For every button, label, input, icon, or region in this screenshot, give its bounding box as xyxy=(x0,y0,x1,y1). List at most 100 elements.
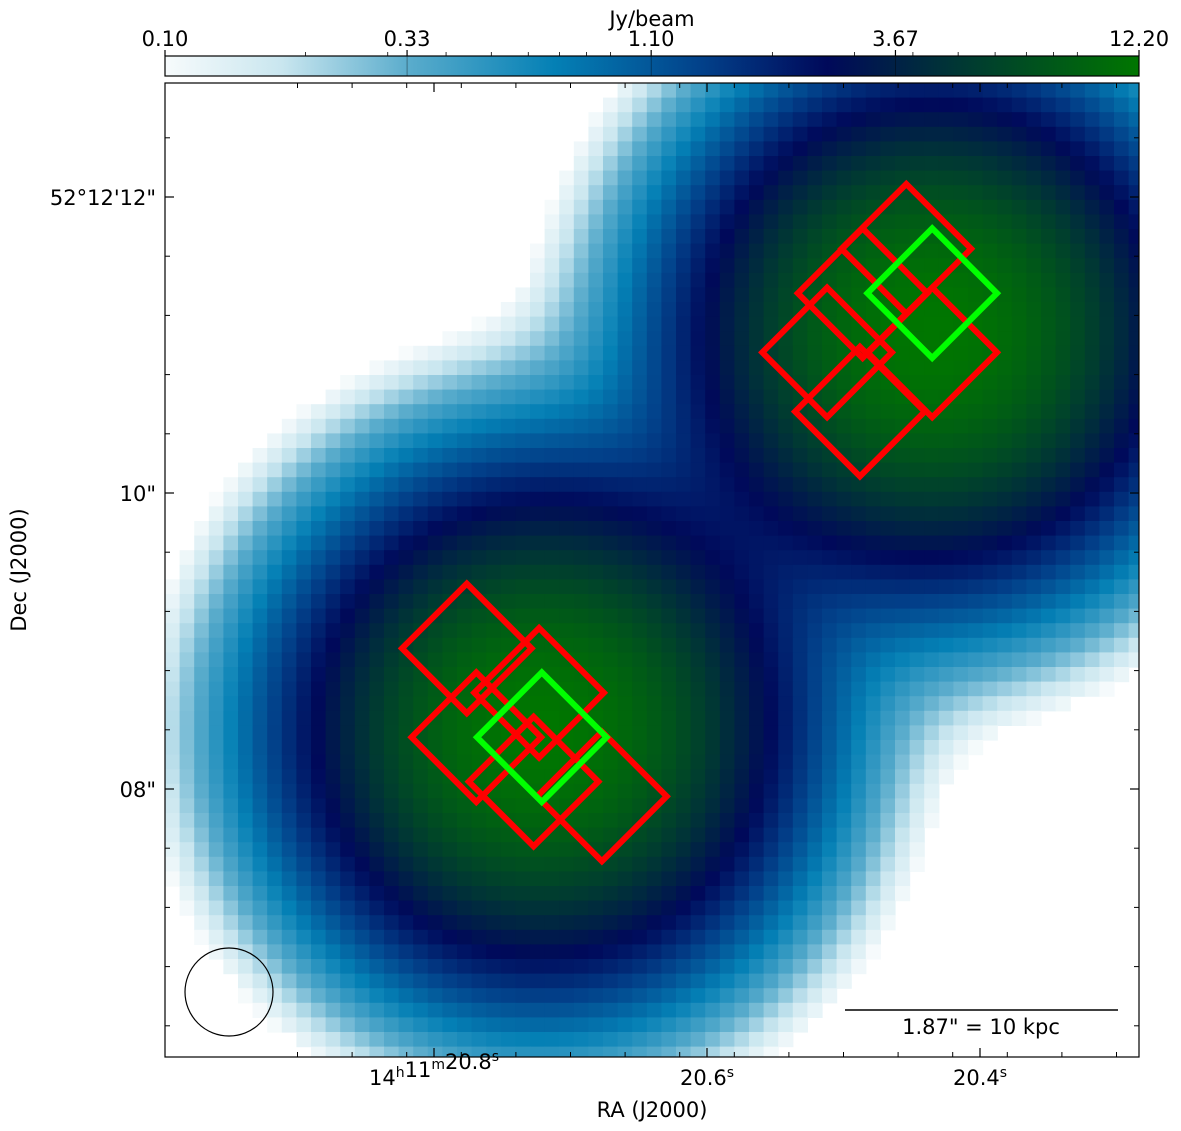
map-pixel xyxy=(208,900,224,916)
map-pixel xyxy=(354,535,370,551)
map-pixel xyxy=(822,915,838,931)
map-pixel xyxy=(238,915,254,931)
map-pixel xyxy=(895,491,911,507)
map-pixel xyxy=(749,404,765,420)
map-pixel xyxy=(734,725,750,741)
map-pixel xyxy=(179,798,195,814)
map-pixel xyxy=(544,491,560,507)
map-pixel xyxy=(1070,594,1086,610)
map-pixel xyxy=(1055,594,1071,610)
map-pixel xyxy=(427,856,443,872)
map-pixel xyxy=(909,535,925,551)
map-pixel xyxy=(1026,433,1042,449)
map-pixel xyxy=(749,418,765,434)
map-pixel xyxy=(924,243,940,259)
map-pixel xyxy=(690,389,706,405)
map-pixel xyxy=(165,637,181,653)
map-pixel xyxy=(1114,623,1130,639)
map-pixel xyxy=(982,579,998,595)
map-pixel xyxy=(1055,345,1071,361)
map-pixel xyxy=(705,345,721,361)
map-pixel xyxy=(968,725,984,741)
map-pixel xyxy=(340,637,356,653)
map-pixel xyxy=(982,404,998,420)
map-pixel xyxy=(457,929,473,945)
map-pixel xyxy=(238,550,254,566)
map-pixel xyxy=(384,681,400,697)
map-pixel xyxy=(836,813,852,829)
map-pixel xyxy=(515,316,531,332)
map-pixel xyxy=(632,521,648,537)
map-pixel xyxy=(851,608,867,624)
map-pixel xyxy=(719,754,735,770)
map-pixel xyxy=(836,754,852,770)
map-pixel xyxy=(807,112,823,128)
map-pixel xyxy=(822,900,838,916)
map-pixel xyxy=(530,1046,546,1057)
map-pixel xyxy=(530,433,546,449)
map-pixel xyxy=(252,667,268,683)
map-pixel xyxy=(398,1002,414,1018)
map-pixel xyxy=(924,564,940,580)
map-pixel xyxy=(661,418,677,434)
map-pixel xyxy=(471,608,487,624)
map-pixel xyxy=(238,491,254,507)
map-pixel xyxy=(369,798,385,814)
map-pixel xyxy=(836,608,852,624)
map-pixel xyxy=(486,491,502,507)
map-pixel xyxy=(573,535,589,551)
map-pixel xyxy=(676,725,692,741)
map-pixel xyxy=(442,710,458,726)
map-pixel xyxy=(238,959,254,975)
map-pixel xyxy=(1011,331,1027,347)
map-pixel xyxy=(851,521,867,537)
map-pixel xyxy=(617,871,633,887)
map-pixel xyxy=(442,535,458,551)
map-pixel xyxy=(1070,608,1086,624)
map-pixel xyxy=(851,433,867,449)
map-pixel xyxy=(734,740,750,756)
map-pixel xyxy=(384,710,400,726)
map-pixel xyxy=(1041,564,1057,580)
map-pixel xyxy=(1070,564,1086,580)
map-pixel xyxy=(252,929,268,945)
map-pixel xyxy=(734,856,750,872)
map-pixel xyxy=(749,491,765,507)
map-pixel xyxy=(836,696,852,712)
map-pixel xyxy=(413,944,429,960)
map-pixel xyxy=(369,710,385,726)
map-pixel xyxy=(968,462,984,478)
map-pixel xyxy=(749,813,765,829)
map-pixel xyxy=(778,1017,794,1033)
map-pixel xyxy=(573,886,589,902)
map-pixel xyxy=(1099,243,1115,259)
map-pixel xyxy=(646,579,662,595)
map-pixel xyxy=(573,462,589,478)
map-pixel xyxy=(676,112,692,128)
map-pixel xyxy=(544,287,560,303)
map-pixel xyxy=(296,535,312,551)
map-pixel xyxy=(384,740,400,756)
map-pixel xyxy=(1055,141,1071,157)
map-pixel xyxy=(763,959,779,975)
map-pixel xyxy=(646,623,662,639)
map-pixel xyxy=(354,404,370,420)
map-pixel xyxy=(617,973,633,989)
map-pixel xyxy=(500,462,516,478)
map-pixel xyxy=(311,798,327,814)
map-pixel xyxy=(296,842,312,858)
map-pixel xyxy=(413,871,429,887)
map-pixel xyxy=(749,710,765,726)
map-pixel xyxy=(836,740,852,756)
map-pixel xyxy=(179,667,195,683)
map-pixel xyxy=(851,564,867,580)
map-pixel xyxy=(807,448,823,464)
map-pixel xyxy=(632,886,648,902)
map-pixel xyxy=(544,345,560,361)
map-pixel xyxy=(559,944,575,960)
map-pixel xyxy=(895,564,911,580)
map-pixel xyxy=(953,667,969,683)
map-pixel xyxy=(763,1002,779,1018)
map-pixel xyxy=(734,258,750,274)
map-pixel xyxy=(252,973,268,989)
